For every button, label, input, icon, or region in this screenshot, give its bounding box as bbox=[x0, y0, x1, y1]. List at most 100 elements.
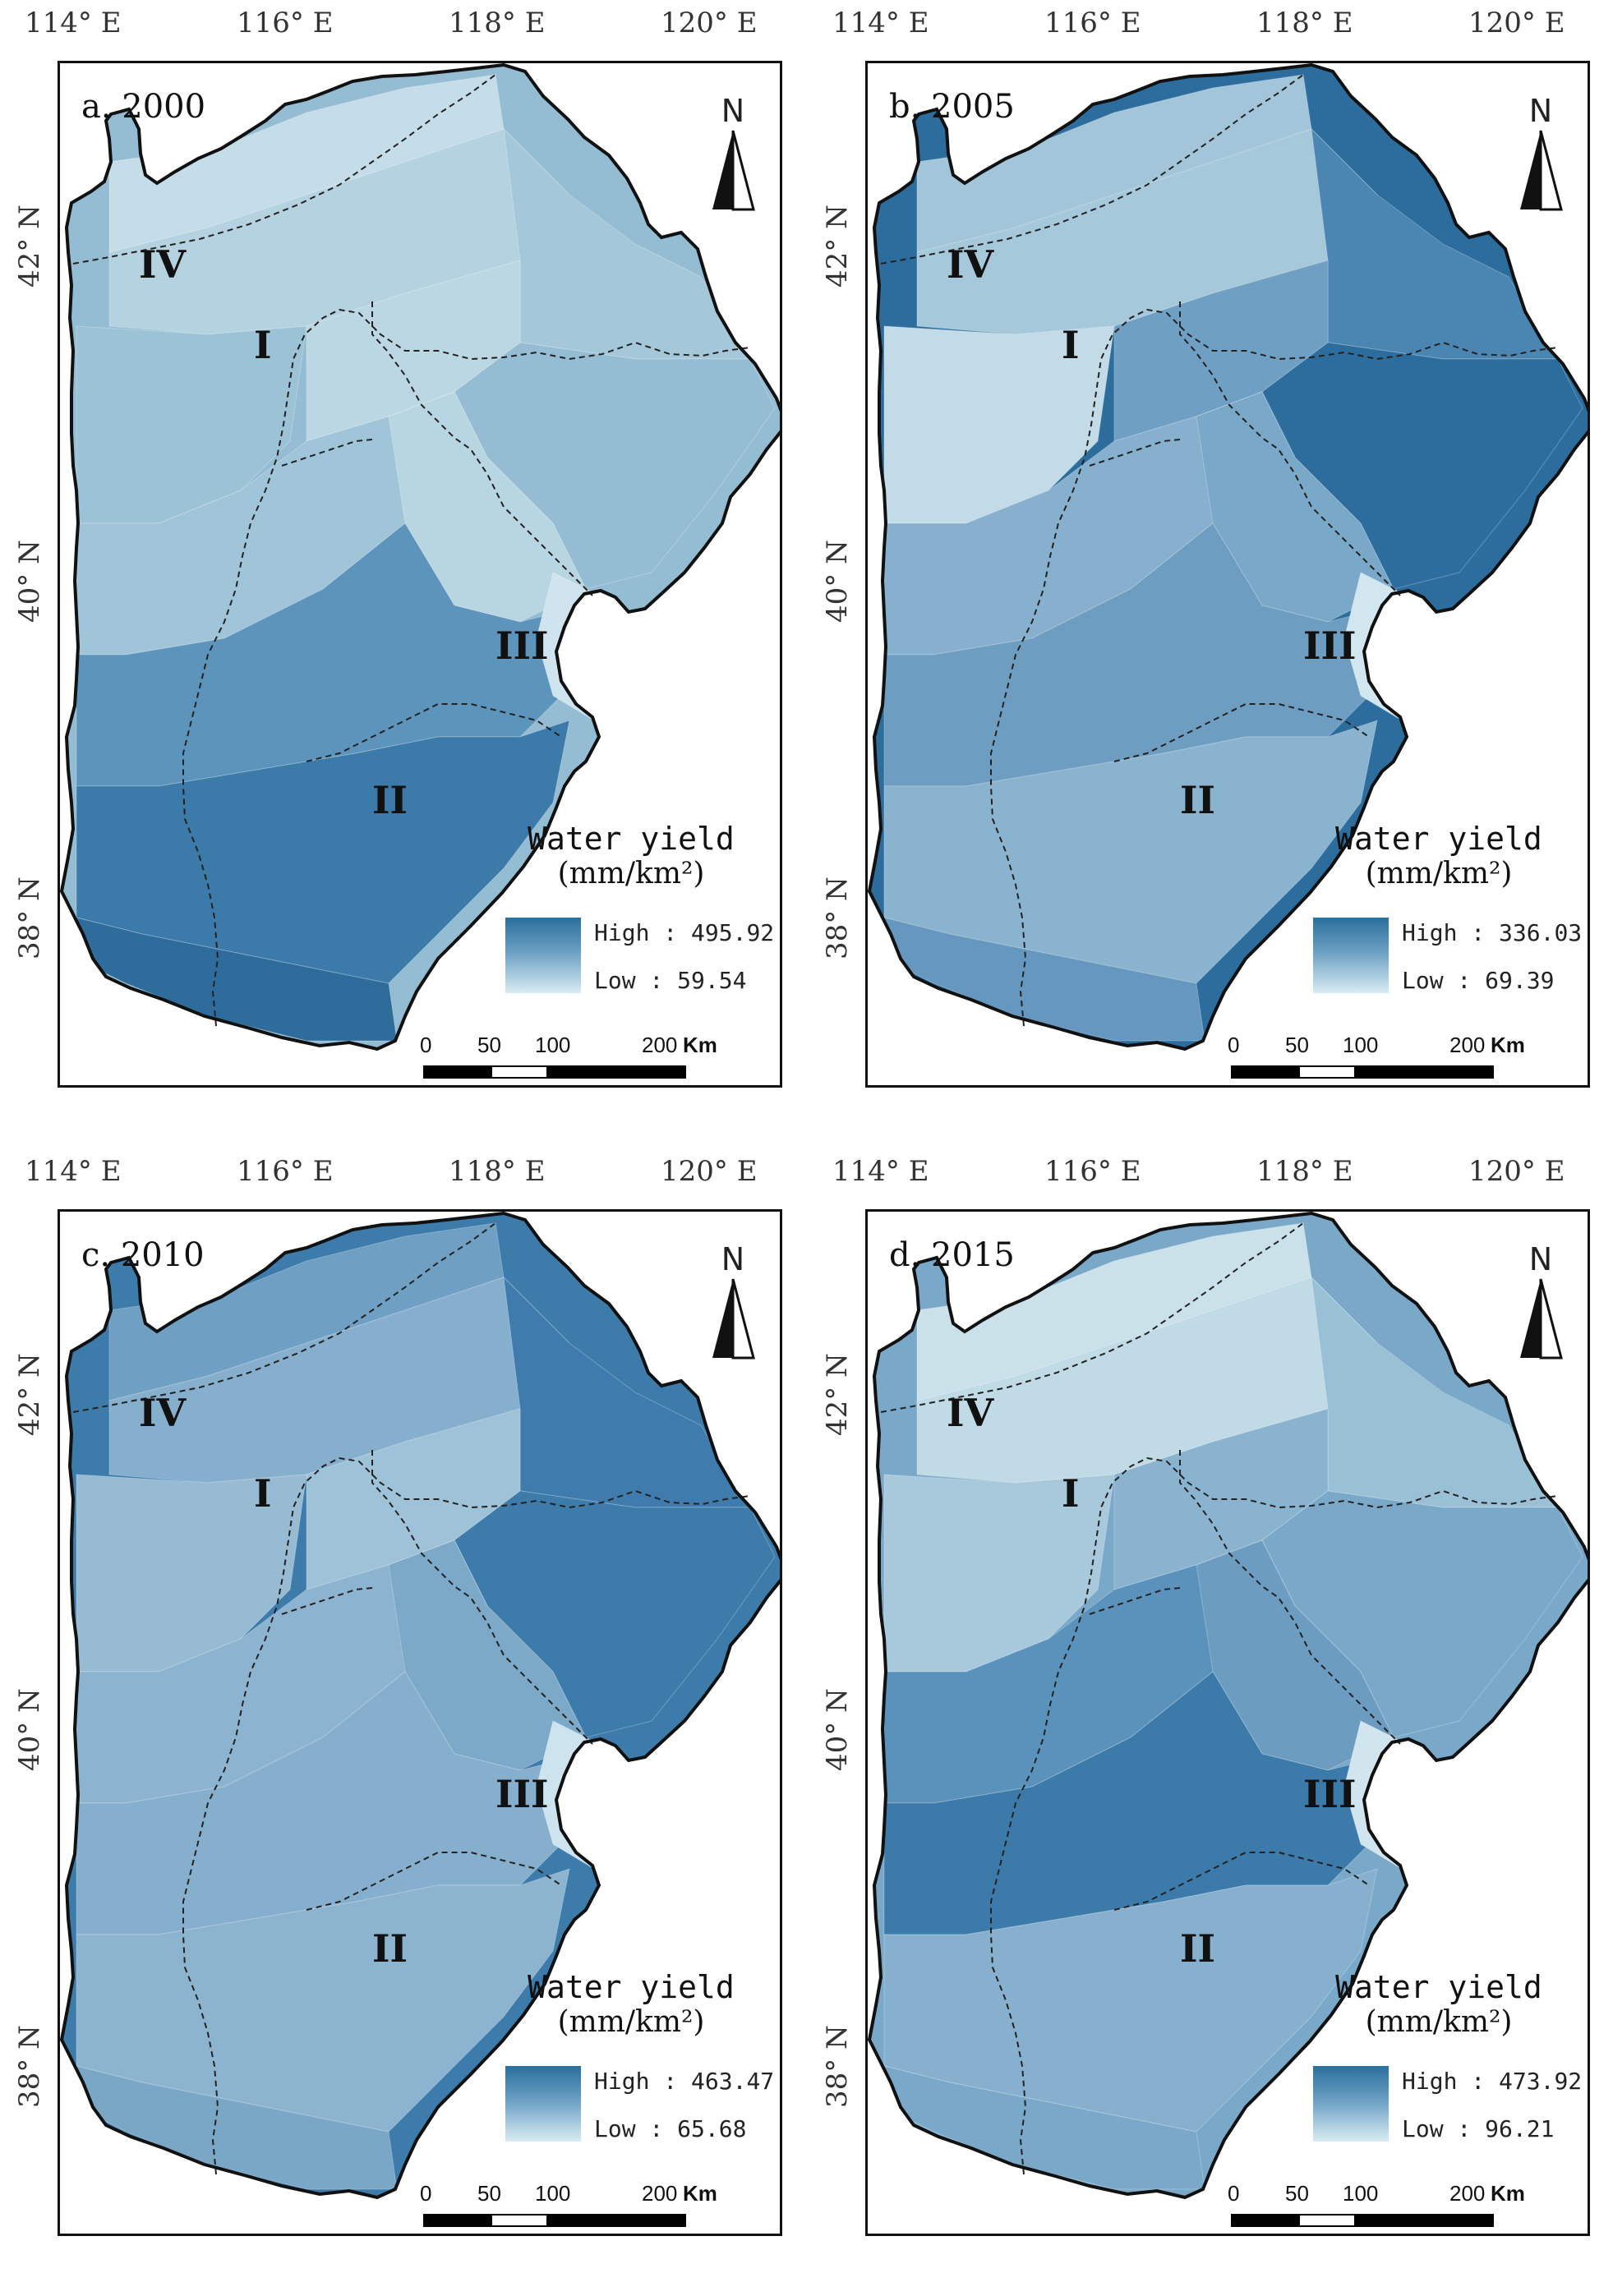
latitude-tick: 38° N bbox=[821, 877, 854, 959]
legend-low: Low : 65.68 bbox=[594, 2115, 746, 2142]
region-boundary bbox=[72, 74, 496, 265]
legend-low-prefix: Low : bbox=[1402, 967, 1472, 994]
legend-color-ramp bbox=[1313, 2066, 1389, 2142]
region-label: I bbox=[254, 1471, 272, 1516]
scale-unit: Km bbox=[1491, 2181, 1525, 2206]
scale-bar: 0 50 100 200 Km bbox=[420, 1033, 717, 1082]
latitude-tick: 40° N bbox=[13, 540, 46, 623]
region-boundary bbox=[1089, 439, 1181, 467]
scale-tick: 100 bbox=[535, 2181, 571, 2206]
longitude-tick: 118° E bbox=[449, 7, 546, 39]
north-arrow: N bbox=[1512, 1241, 1569, 1364]
region-label: IV bbox=[947, 242, 994, 287]
legend-title: Water yield bbox=[1335, 1969, 1542, 2005]
scale-unit: Km bbox=[1491, 1033, 1525, 1057]
legend-low: Low : 96.21 bbox=[1402, 2115, 1554, 2142]
scale-tick: 200 bbox=[642, 2181, 678, 2206]
latitude-tick: 42° N bbox=[821, 1353, 854, 1436]
legend-color-ramp bbox=[505, 2066, 581, 2142]
region-boundary bbox=[281, 439, 373, 467]
north-arrow-icon bbox=[1520, 1278, 1563, 1360]
scale-bar: 0 50 100 200 Km bbox=[1228, 1033, 1525, 1082]
map-panel-2005: 114° E 116° E 118° E 120° E 42° N 40° N 38° N b… bbox=[808, 0, 1613, 1148]
study-area-outline bbox=[60, 63, 780, 1051]
scale-tick: 50 bbox=[477, 1033, 501, 1057]
longitude-tick: 120° E bbox=[1468, 7, 1565, 39]
longitude-tick: 120° E bbox=[661, 1155, 758, 1188]
legend-high-value: 495.92 bbox=[691, 919, 775, 946]
region-boundary bbox=[182, 1456, 751, 2175]
map-frame: a. 2000 N I II III IV Water yield (mm/km²) Hig… bbox=[58, 61, 782, 1088]
legend-high: High : 473.92 bbox=[1402, 2068, 1582, 2095]
latitude-tick: 42° N bbox=[13, 205, 46, 288]
region-boundary bbox=[880, 1222, 1304, 1413]
legend-high: High : 463.47 bbox=[594, 2068, 774, 2095]
region-label: II bbox=[372, 778, 408, 822]
scale-tick: 100 bbox=[535, 1033, 571, 1057]
longitude-tick: 116° E bbox=[1044, 7, 1141, 39]
region-label: II bbox=[1180, 1926, 1216, 1971]
scale-tick: 100 bbox=[1343, 2181, 1379, 2206]
study-area-outline bbox=[868, 63, 1588, 1051]
scale-bar: 0 50 100 200 Km bbox=[1228, 2181, 1525, 2230]
longitude-tick: 116° E bbox=[1044, 1155, 1141, 1188]
north-label: N bbox=[721, 1241, 745, 1277]
legend-low-value: 59.54 bbox=[677, 967, 747, 994]
region-label: IV bbox=[947, 1391, 994, 1435]
legend-title: Water yield bbox=[528, 821, 735, 857]
longitude-tick: 118° E bbox=[449, 1155, 546, 1188]
north-arrow: N bbox=[704, 93, 762, 216]
scale-tick: 0 bbox=[1228, 1033, 1240, 1057]
latitude-tick: 42° N bbox=[13, 1353, 46, 1436]
legend-high-value: 473.92 bbox=[1499, 2068, 1583, 2095]
legend-high-prefix: High : bbox=[1402, 2068, 1486, 2095]
map-frame: b. 2005 N I II III IV Water yield (mm/km²) Hig… bbox=[865, 61, 1590, 1088]
scale-bar: 0 50 100 200 Km bbox=[420, 2181, 717, 2230]
latitude-tick: 40° N bbox=[13, 1688, 46, 1771]
panel-title: d. 2015 bbox=[889, 1236, 1015, 1274]
scale-tick: 50 bbox=[1285, 1033, 1309, 1057]
legend-low-value: 65.68 bbox=[677, 2115, 747, 2142]
region-label: I bbox=[1062, 1471, 1080, 1516]
region-boundary bbox=[990, 1456, 1559, 2175]
longitude-tick: 114° E bbox=[25, 1155, 122, 1188]
longitude-tick: 114° E bbox=[25, 7, 122, 39]
region-label: I bbox=[1062, 323, 1080, 367]
scale-tick: 50 bbox=[477, 2181, 501, 2206]
map-canvas bbox=[868, 63, 1588, 1051]
legend-low-prefix: Low : bbox=[594, 2115, 664, 2142]
legend-low-value: 96.21 bbox=[1485, 2115, 1555, 2142]
legend-color-ramp bbox=[1313, 918, 1389, 993]
region-boundary bbox=[281, 1587, 373, 1615]
region-boundary bbox=[182, 308, 751, 1027]
legend-low-prefix: Low : bbox=[594, 967, 664, 994]
latitude-tick: 38° N bbox=[13, 877, 46, 959]
region-boundary bbox=[72, 1222, 496, 1413]
north-arrow: N bbox=[704, 1241, 762, 1364]
map-panel-2015: 114° E 116° E 118° E 120° E 42° N 40° N 38° N d… bbox=[808, 1148, 1613, 2296]
legend-high-prefix: High : bbox=[594, 919, 678, 946]
longitude-tick: 120° E bbox=[661, 7, 758, 39]
scale-unit: Km bbox=[683, 2181, 717, 2206]
legend-low: Low : 59.54 bbox=[594, 967, 746, 994]
legend-unit: (mm/km²) bbox=[1365, 857, 1513, 890]
map-canvas bbox=[868, 1212, 1588, 2200]
region-label: IV bbox=[139, 1391, 187, 1435]
legend-low-prefix: Low : bbox=[1402, 2115, 1472, 2142]
legend-low-value: 69.39 bbox=[1485, 967, 1555, 994]
latitude-tick: 40° N bbox=[821, 1688, 854, 1771]
study-area-outline bbox=[868, 1212, 1588, 2200]
scale-tick: 0 bbox=[420, 2181, 432, 2206]
legend-color-ramp bbox=[505, 918, 581, 993]
region-label: III bbox=[1303, 1772, 1357, 1816]
region-boundary bbox=[990, 308, 1559, 1027]
north-arrow-icon bbox=[712, 1278, 755, 1360]
legend-high: High : 495.92 bbox=[594, 919, 774, 946]
legend-high-prefix: High : bbox=[1402, 919, 1486, 946]
longitude-tick: 116° E bbox=[237, 7, 334, 39]
scale-unit: Km bbox=[683, 1033, 717, 1057]
longitude-tick: 114° E bbox=[832, 1155, 929, 1188]
scale-tick: 0 bbox=[420, 1033, 432, 1057]
legend-high-value: 336.03 bbox=[1499, 919, 1583, 946]
latitude-tick: 42° N bbox=[821, 205, 854, 288]
